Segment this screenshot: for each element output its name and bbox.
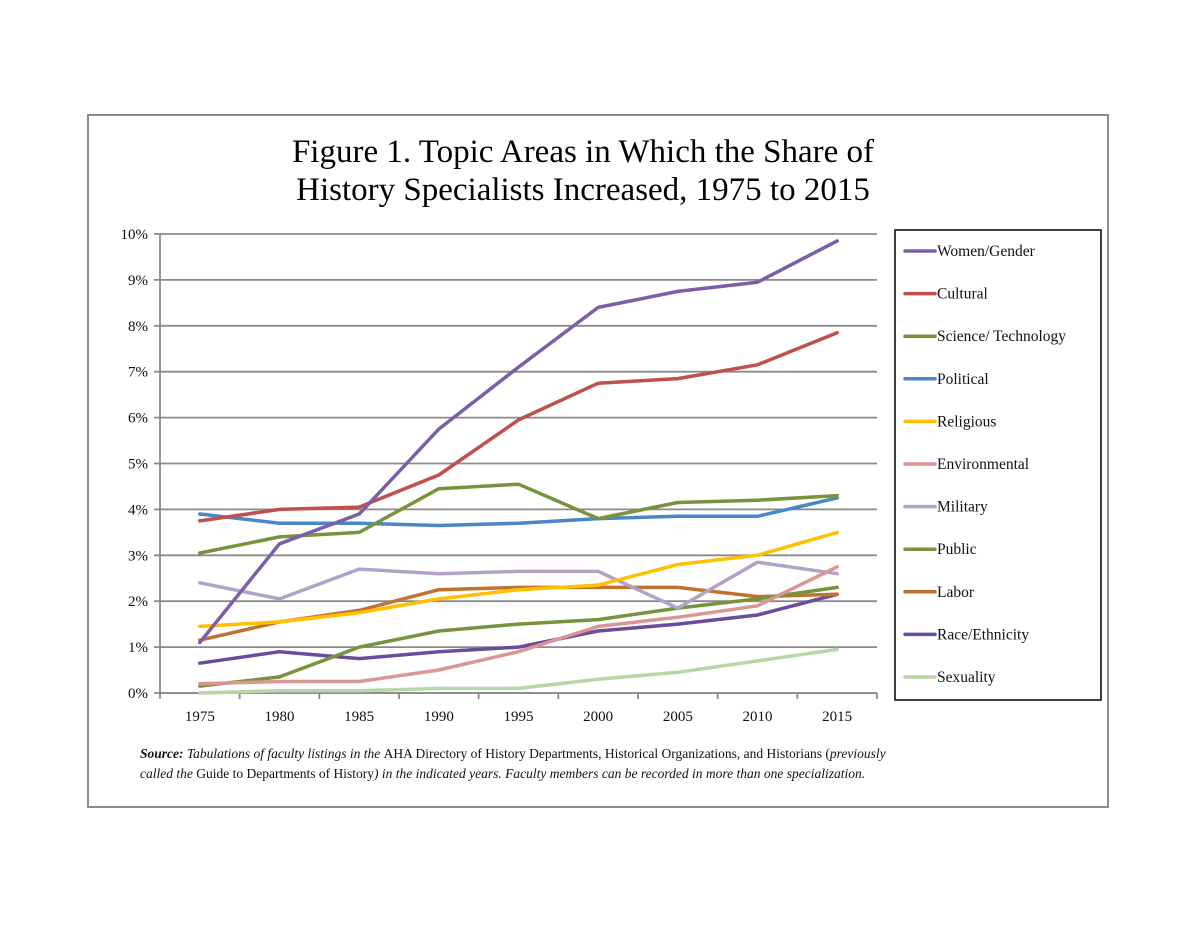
y-tick-label: 6% — [128, 411, 148, 427]
source-text-plain: AHA Directory of History Departments, Hi… — [383, 746, 830, 761]
series-line-environmental — [198, 565, 839, 686]
x-tick-label: 2005 — [663, 709, 693, 725]
legend-label: Women/Gender — [937, 243, 1036, 260]
source-line-2: called the Guide to Departments of Histo… — [140, 764, 1060, 784]
legend: Women/Gender Cultural Science/ Technology P… — [894, 229, 1102, 701]
figure-frame — [87, 114, 1109, 808]
y-tick-label: 7% — [128, 365, 148, 381]
y-tick-label: 8% — [128, 319, 148, 335]
source-note: Source: Tabulations of faculty listings … — [140, 744, 1060, 784]
x-tick-label: 2010 — [743, 709, 773, 725]
legend-label: Environmental — [937, 456, 1029, 473]
x-tick-label: 1995 — [504, 709, 534, 725]
series-line-race-ethnicity — [198, 592, 839, 665]
source-text-plain: Guide to Departments of History — [196, 766, 374, 781]
source-line-1: Source: Tabulations of faculty listings … — [140, 744, 1060, 764]
series-line-sexuality — [198, 647, 839, 695]
chart-title-line-1: Figure 1. Topic Areas in Which the Share… — [291, 134, 875, 170]
series-line-labor — [198, 585, 839, 642]
y-tick-label: 10% — [121, 227, 149, 243]
y-tick-label: 5% — [128, 457, 148, 473]
legend-label: Race/Ethnicity — [937, 626, 1029, 643]
series-line-religious — [198, 530, 839, 629]
chart-title: Figure 1. Topic Areas in Which the Share… — [0, 133, 1166, 209]
source-text-italic: ) in the indicated years. Faculty member… — [373, 766, 866, 781]
legend-label: Cultural — [937, 286, 988, 303]
legend-label: Science/ Technology — [937, 328, 1066, 345]
series-line-military — [198, 560, 839, 610]
y-tick-label: 3% — [128, 548, 148, 564]
series-line-public — [198, 585, 839, 688]
y-tick-label: 4% — [128, 502, 148, 518]
legend-label: Political — [937, 371, 989, 388]
series-line-political — [198, 496, 839, 528]
source-text-italic: called the — [140, 766, 197, 781]
x-tick-label: 1985 — [344, 709, 374, 725]
x-tick-label: 1980 — [265, 709, 295, 725]
chart-title-line-2: History Specialists Increased, 1975 to 2… — [296, 172, 870, 208]
legend-label: Public — [937, 541, 977, 558]
x-tick-label: 1990 — [424, 709, 454, 725]
legend-label: Military — [937, 499, 988, 516]
x-tick-label: 2015 — [822, 709, 852, 725]
y-tick-label: 0% — [128, 686, 148, 702]
legend-box — [894, 229, 1102, 701]
source-text-italic: previously — [829, 746, 886, 761]
x-tick-label: 2000 — [583, 709, 613, 725]
source-label: Source: — [140, 746, 184, 761]
y-tick-label: 1% — [128, 640, 148, 656]
source-text-italic: Tabulations of faculty listings in the — [183, 746, 384, 761]
legend-label: Labor — [937, 584, 975, 601]
y-tick-label: 2% — [128, 594, 148, 610]
y-tick-label: 9% — [128, 273, 148, 289]
legend-label: Religious — [937, 413, 996, 430]
x-tick-label: 1975 — [185, 709, 215, 725]
legend-label: Sexuality — [937, 669, 996, 686]
series-lines — [198, 239, 839, 695]
axes: 0% 1% 2% 3% 4% 5% 6% 7% 8% 9% 10% 1975 1980 1985 1990 1… — [121, 227, 878, 725]
series-line-cultural — [198, 330, 839, 523]
series-line-women-gender — [198, 239, 839, 645]
series-line-science-technology — [198, 482, 839, 555]
